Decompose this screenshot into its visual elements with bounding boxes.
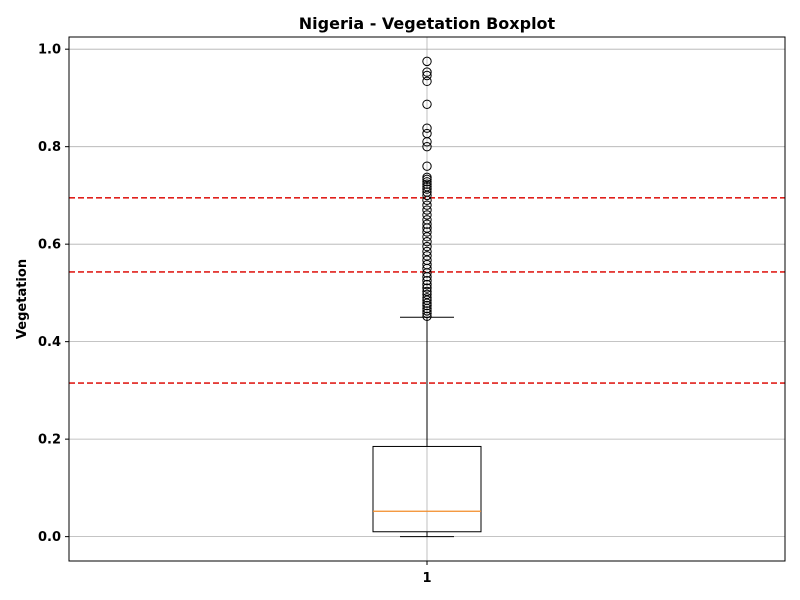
- outlier-point: [422, 161, 432, 171]
- y-axis-ticks: 0.0 0.2 0.4 0.6 0.8 1.0: [38, 43, 69, 545]
- reference-lines: [69, 197, 785, 384]
- outlier-point: [422, 56, 432, 67]
- outlier-point: [422, 141, 432, 152]
- outlier-point: [422, 293, 432, 303]
- outlier-point: [422, 128, 432, 139]
- x-tick-label: 1: [422, 571, 431, 586]
- outlier-point: [422, 308, 432, 319]
- x-axis-ticks: 1: [422, 561, 432, 586]
- outlier-point: [422, 200, 432, 210]
- outlier-point: [422, 311, 432, 322]
- y-tick-label: 0.6: [38, 238, 61, 253]
- y-tick-label: 0.8: [38, 140, 61, 155]
- outlier-point: [422, 286, 432, 297]
- outlier-point: [422, 179, 432, 189]
- outlier-point: [422, 215, 432, 225]
- outlier-point: [422, 187, 432, 197]
- outlier-point: [422, 67, 432, 77]
- outlier-point: [422, 205, 432, 215]
- outlier-point: [422, 219, 432, 229]
- outlier-point: [422, 227, 432, 237]
- y-tick-label: 0.4: [38, 335, 61, 350]
- outlier-point: [422, 181, 432, 192]
- outlier-point: [422, 177, 432, 187]
- y-axis-label: Vegetation: [15, 259, 30, 339]
- y-tick-label: 1.0: [38, 43, 61, 58]
- outlier-point: [422, 241, 432, 252]
- y-tick-label: 0.0: [38, 530, 61, 545]
- outlier-point: [422, 237, 432, 247]
- outliers: [422, 56, 432, 322]
- box-group: [372, 316, 482, 538]
- outlier-point: [422, 289, 432, 300]
- outlier-point: [422, 76, 432, 87]
- outlier-point: [422, 251, 432, 261]
- outlier-point: [422, 246, 432, 257]
- outlier-point: [422, 300, 432, 311]
- outlier-point: [422, 172, 432, 183]
- outlier-point: [422, 123, 432, 133]
- outlier-point: [422, 279, 432, 290]
- chart-title: Nigeria - Vegetation Boxplot: [299, 14, 556, 33]
- outlier-point: [422, 70, 432, 81]
- y-tick-label: 0.2: [38, 433, 61, 448]
- outlier-point: [422, 99, 432, 109]
- outlier-point: [422, 283, 432, 293]
- outlier-point: [422, 276, 432, 286]
- outlier-point: [422, 184, 432, 194]
- outlier-point: [422, 210, 432, 220]
- outlier-point: [422, 306, 432, 316]
- iqr-box: [372, 445, 482, 533]
